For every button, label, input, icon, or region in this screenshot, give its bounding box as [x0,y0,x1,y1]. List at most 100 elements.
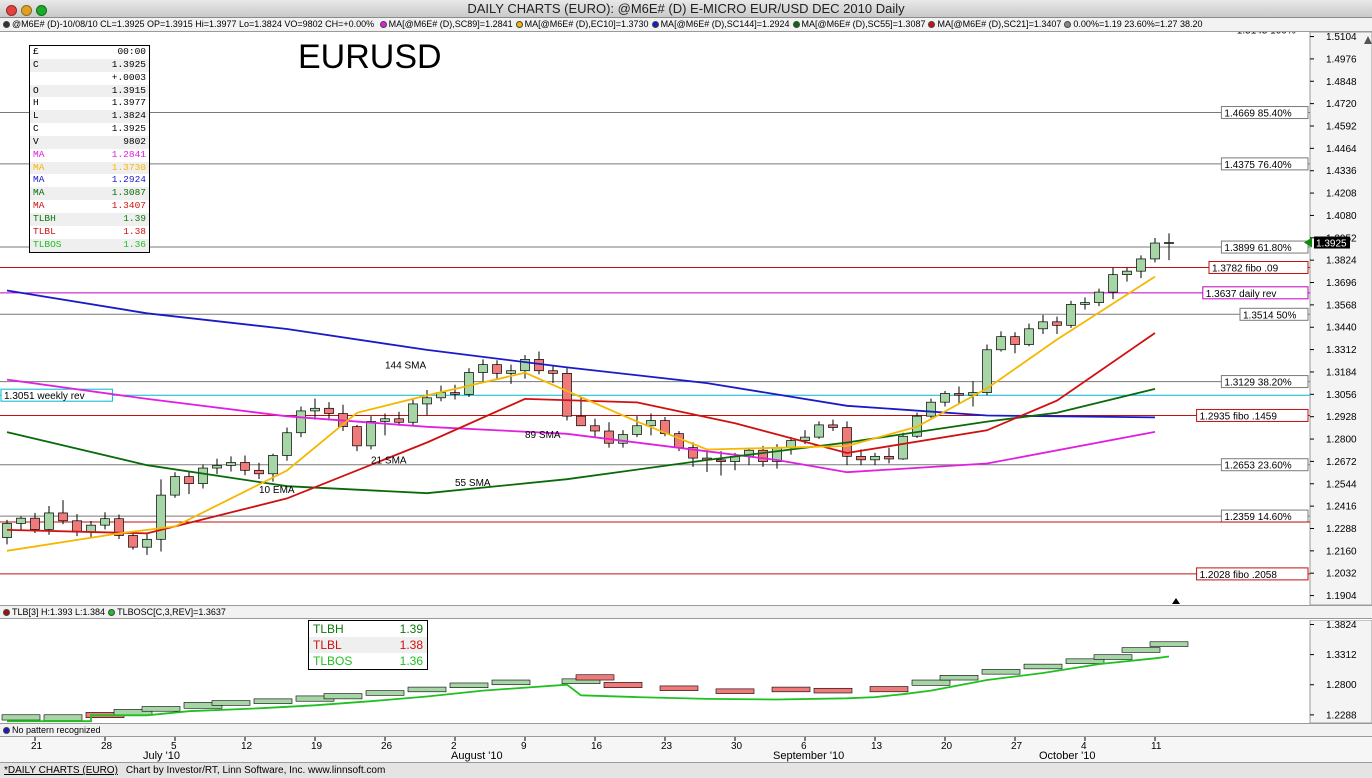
candle[interactable] [170,476,180,496]
tlb-brick[interactable] [1121,647,1161,653]
candle[interactable] [520,359,530,372]
tlb-brick[interactable] [1093,654,1133,660]
tlb-sub-chart[interactable]: 1.2288 1.2800 1.3312 1.3824 [0,620,1372,723]
candle[interactable] [366,421,376,447]
tlb-brick[interactable] [911,679,951,686]
candle[interactable] [1150,242,1160,260]
tlb-brick[interactable] [869,686,909,693]
candle[interactable] [296,410,306,434]
candle[interactable] [128,535,138,548]
candle[interactable] [548,370,558,374]
tlb-brick[interactable] [323,693,363,700]
zoom-window-button[interactable] [36,5,47,16]
candle[interactable] [184,476,194,484]
tlb-brick[interactable] [491,679,531,686]
sub-price-axis[interactable] [1309,620,1372,723]
candle[interactable] [1080,302,1090,305]
tlb-brick[interactable] [141,706,181,712]
candle[interactable] [1108,274,1118,293]
tlb-brick[interactable] [715,688,755,694]
ma-legend-icon[interactable] [651,21,659,28]
tlb-brick[interactable] [365,690,405,696]
main-price-chart[interactable]: 1.1904 1.2032 1.2160 1.2288 1.2416 1.2544 1.26… [0,32,1372,605]
tlb-brick[interactable] [1,714,41,721]
tlb-brick[interactable] [771,686,811,693]
candle[interactable] [814,424,824,438]
candle[interactable] [114,518,124,536]
tlb-brick[interactable] [211,700,251,706]
candle[interactable] [758,449,768,462]
price-axis[interactable] [1309,32,1372,605]
candle[interactable] [198,467,208,484]
ma-legend-icon[interactable] [928,21,936,28]
chart-tab[interactable]: *DAILY CHARTS (EURO) [4,765,118,776]
candle[interactable] [954,393,964,396]
tlb-brick[interactable] [449,682,489,688]
candle[interactable] [1038,321,1048,330]
candle[interactable] [926,401,936,417]
tlb-brick[interactable] [981,669,1021,675]
candle[interactable] [1010,336,1020,345]
candle[interactable] [506,370,516,374]
candle[interactable] [632,425,642,435]
candle[interactable] [212,465,222,469]
tlb-brick[interactable] [813,687,853,694]
candle[interactable] [982,349,992,393]
scroll-up-icon[interactable] [1364,36,1372,44]
minimize-window-button[interactable] [21,5,32,16]
close-window-button[interactable] [6,5,17,16]
candle[interactable] [884,455,894,460]
tlb-brick[interactable] [407,686,447,693]
candle[interactable] [156,494,166,540]
tlb-brick[interactable] [43,714,83,721]
symbol-marker-icon[interactable] [3,21,10,28]
candle[interactable] [856,455,866,461]
tlb-brick[interactable] [575,674,615,681]
candle[interactable] [688,447,698,459]
indicator-marker-icon[interactable] [3,609,10,616]
candle[interactable] [380,418,390,422]
indicator-marker-icon[interactable] [108,609,116,616]
candle[interactable] [226,462,236,466]
candle[interactable] [268,455,278,475]
candle[interactable] [408,403,418,423]
candle[interactable] [254,469,264,475]
tlb-brick[interactable] [253,698,293,704]
candle[interactable] [240,462,250,471]
candle[interactable] [30,517,40,530]
candle[interactable] [674,433,684,448]
candle[interactable] [58,512,68,522]
tlb-brick[interactable] [1149,641,1189,647]
candle[interactable] [352,426,362,447]
tlb-brick[interactable] [939,675,979,681]
candle[interactable] [1066,303,1076,326]
candle[interactable] [1122,270,1132,276]
candle[interactable] [618,434,628,444]
candle[interactable] [310,407,320,412]
candle[interactable] [562,373,572,417]
ma-legend-icon[interactable] [379,21,387,28]
candle[interactable] [44,512,54,530]
candle[interactable] [464,372,474,395]
candle[interactable] [394,418,404,423]
candle[interactable] [1024,328,1034,345]
candle[interactable] [646,420,656,427]
candle[interactable] [1094,291,1104,303]
candle[interactable] [898,435,908,460]
tlb-brick[interactable] [603,682,643,688]
candle[interactable] [828,424,838,428]
candle[interactable] [590,425,600,432]
ma-legend-icon[interactable] [792,21,800,28]
tlb-brick[interactable] [1023,663,1063,670]
candle[interactable] [800,436,810,441]
candle[interactable] [478,364,488,373]
candle[interactable] [1164,242,1174,244]
candle[interactable] [142,538,152,548]
candle[interactable] [72,520,82,533]
tlb-brick[interactable] [1065,658,1105,664]
candle[interactable] [604,430,614,444]
plot-area[interactable] [0,32,1310,605]
ma-legend-icon[interactable] [1064,21,1072,28]
candle[interactable] [576,415,586,427]
candle[interactable] [282,432,292,456]
